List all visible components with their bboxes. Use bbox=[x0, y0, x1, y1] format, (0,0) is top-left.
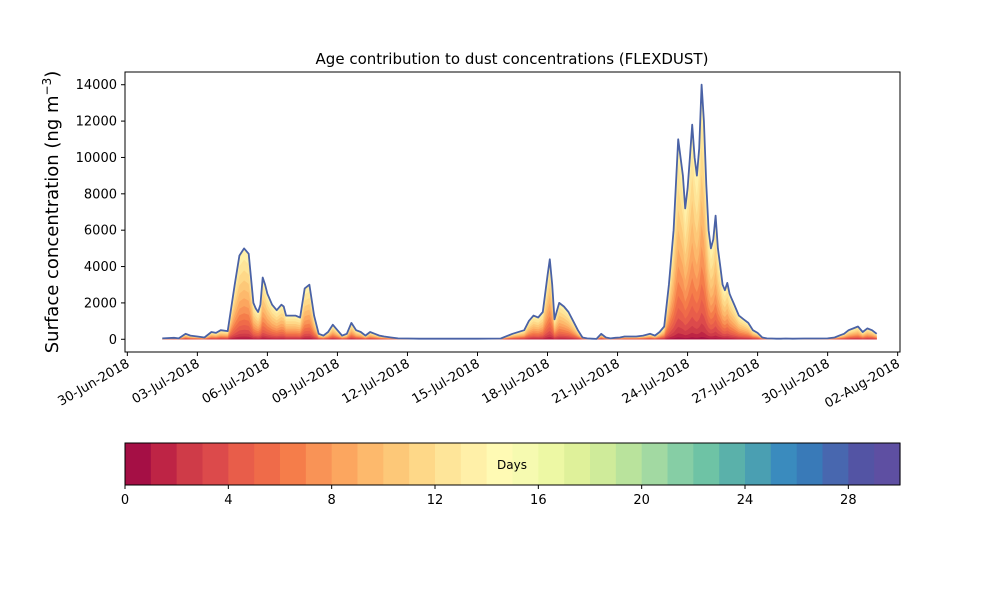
y-axis-label-superscript: −3 bbox=[40, 78, 54, 96]
colorbar-swatch bbox=[512, 443, 539, 485]
x-tick-label: 27-Jul-2018 bbox=[690, 356, 763, 407]
x-axis: 30-Jun-201803-Jul-201806-Jul-201809-Jul-… bbox=[55, 352, 903, 412]
y-tick-label: 12000 bbox=[76, 115, 117, 130]
colorbar-swatch bbox=[538, 443, 565, 485]
colorbar-swatch bbox=[202, 443, 229, 485]
colorbar-swatch bbox=[176, 443, 204, 485]
x-tick-label: 15-Jul-2018 bbox=[410, 356, 483, 407]
y-axis-label: Surface concentration (ng m−3) bbox=[40, 71, 63, 354]
plot-frame bbox=[124, 71, 901, 353]
colorbar-swatch bbox=[228, 443, 255, 485]
colorbar-label: Days bbox=[497, 458, 527, 472]
colorbar-swatch bbox=[848, 443, 875, 485]
colorbar-tick-label: 8 bbox=[328, 493, 336, 508]
x-tick-label: 06-Jul-2018 bbox=[200, 356, 273, 407]
colorbar-swatch bbox=[615, 443, 643, 485]
colorbar-swatch bbox=[667, 443, 694, 485]
colorbar-swatch bbox=[331, 443, 359, 485]
x-tick-label: 09-Jul-2018 bbox=[270, 356, 343, 407]
age-layer-1 bbox=[162, 331, 877, 340]
age-layer-11 bbox=[162, 146, 877, 340]
colorbar-swatch bbox=[150, 443, 178, 485]
colorbar-axis: 0 4 8 12 16 20 24 28 bbox=[121, 485, 857, 508]
colorbar-swatch bbox=[770, 443, 798, 485]
y-tick-label: 10000 bbox=[76, 151, 117, 166]
colorbar-swatch bbox=[641, 443, 669, 485]
colorbar-tick-label: 24 bbox=[737, 493, 754, 508]
colorbar-tick-label: 20 bbox=[633, 493, 650, 508]
y-tick-label: 6000 bbox=[84, 224, 117, 239]
x-tick-label: 03-Jul-2018 bbox=[130, 356, 203, 407]
y-tick-label: 14000 bbox=[76, 78, 117, 93]
age-layer-7 bbox=[162, 246, 877, 340]
colorbar-swatch bbox=[460, 443, 488, 485]
colorbar-swatch bbox=[305, 443, 333, 485]
colorbar-swatch bbox=[745, 443, 772, 485]
x-tick-label: 24-Jul-2018 bbox=[620, 356, 693, 407]
colorbar bbox=[125, 443, 901, 485]
y-axis-label-close: ) bbox=[42, 71, 63, 78]
total-concentration-line bbox=[162, 83, 878, 340]
x-tick-label: 21-Jul-2018 bbox=[550, 356, 623, 407]
colorbar-swatch bbox=[590, 443, 617, 485]
colorbar-swatch bbox=[409, 443, 436, 485]
y-axis: 0 2000 4000 6000 8000 10000 12000 14000 bbox=[76, 78, 125, 348]
y-tick-label: 0 bbox=[109, 333, 117, 348]
chart-title: Age contribution to dust concentrations … bbox=[316, 50, 709, 68]
x-tick-label: 18-Jul-2018 bbox=[480, 356, 553, 407]
age-layer-0 bbox=[162, 337, 877, 340]
colorbar-swatch bbox=[435, 443, 462, 485]
colorbar-frame bbox=[124, 442, 901, 486]
colorbar-swatch bbox=[254, 443, 281, 485]
colorbar-swatch bbox=[383, 443, 410, 485]
x-tick-label: 02-Aug-2018 bbox=[822, 356, 902, 411]
colorbar-swatch bbox=[486, 443, 514, 485]
x-tick-label: 30-Jul-2018 bbox=[760, 356, 833, 407]
age-layer-8 bbox=[162, 224, 877, 340]
y-tick-label: 4000 bbox=[84, 260, 117, 275]
stacked-area-layers bbox=[162, 84, 877, 340]
colorbar-swatch bbox=[280, 443, 307, 485]
y-axis-label-main: Surface concentration (ng m bbox=[42, 95, 63, 353]
colorbar-swatch bbox=[719, 443, 746, 485]
colorbar-tick-label: 28 bbox=[840, 493, 857, 508]
colorbar-swatch bbox=[125, 443, 152, 485]
y-tick-label: 2000 bbox=[84, 296, 117, 311]
age-layer-10 bbox=[162, 174, 877, 340]
colorbar-swatch bbox=[796, 443, 824, 485]
age-layer-13 bbox=[162, 84, 877, 340]
colorbar-tick-label: 4 bbox=[224, 493, 232, 508]
colorbar-swatch bbox=[564, 443, 591, 485]
colorbar-swatch bbox=[874, 443, 901, 485]
colorbar-swatch bbox=[822, 443, 849, 485]
x-tick-label: 12-Jul-2018 bbox=[340, 356, 413, 407]
x-tick-label: 30-Jun-2018 bbox=[55, 356, 132, 409]
colorbar-tick-label: 0 bbox=[121, 493, 129, 508]
colorbar-swatch bbox=[357, 443, 384, 485]
age-layer-12 bbox=[162, 116, 877, 340]
colorbar-swatch bbox=[693, 443, 720, 485]
colorbar-tick-label: 16 bbox=[530, 493, 547, 508]
y-tick-label: 8000 bbox=[84, 187, 117, 202]
colorbar-tick-label: 12 bbox=[427, 493, 444, 508]
total-outline-layer bbox=[162, 83, 878, 340]
age-layer-9 bbox=[162, 200, 877, 340]
